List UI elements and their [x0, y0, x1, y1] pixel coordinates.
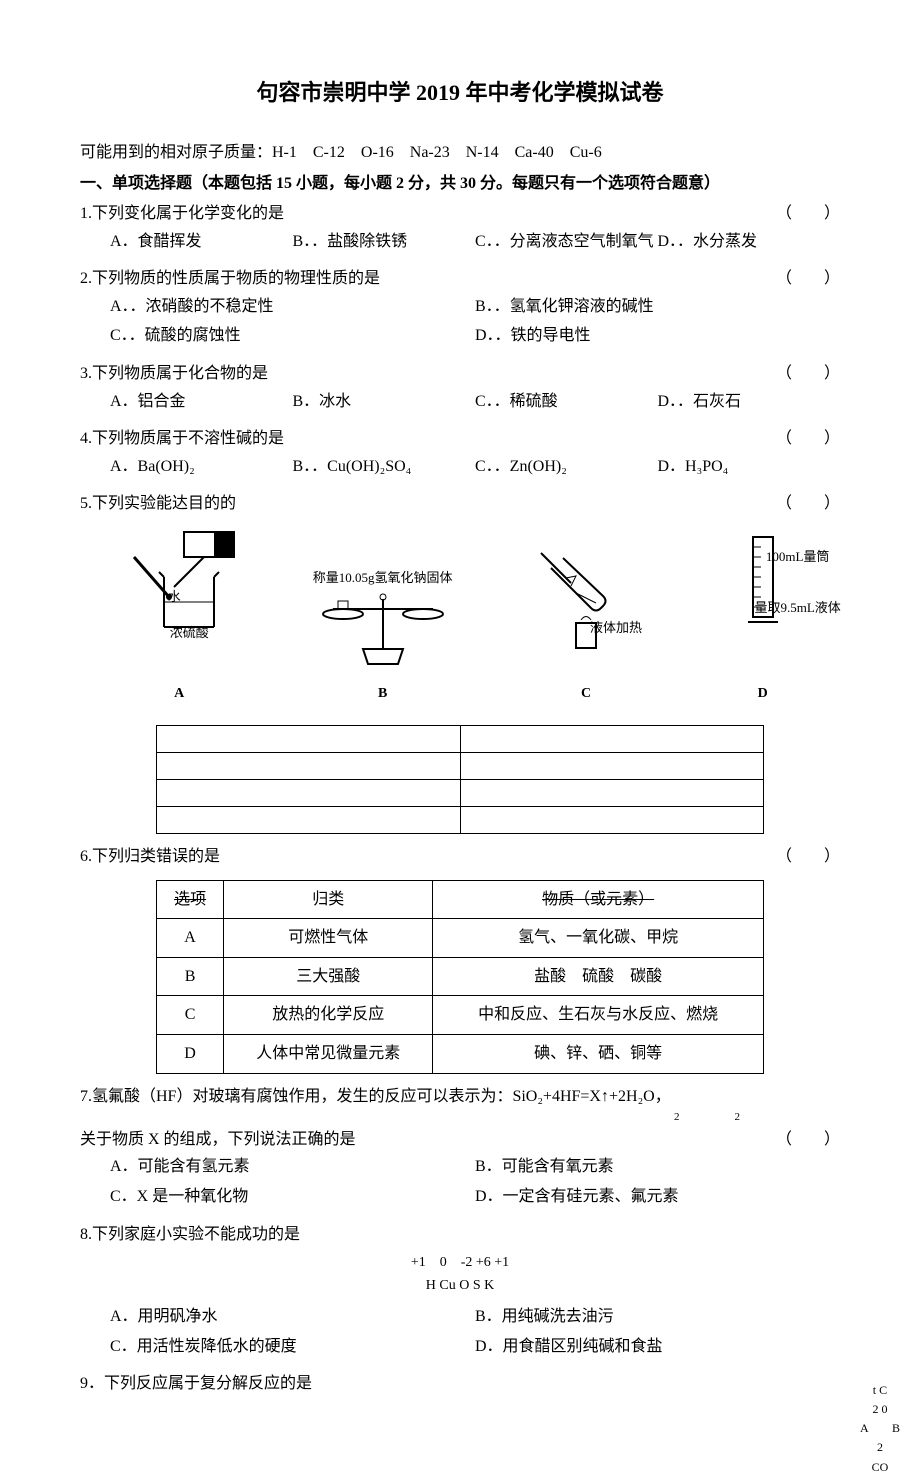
q5-label-c: C [521, 683, 651, 705]
q5-figure-d: 100mL量筒 量取9.5mL液体 D [719, 527, 805, 705]
exam-title: 句容市崇明中学 2019 年中考化学模拟试卷 [80, 75, 840, 110]
q7-opt-b: B．可能含有氧元素 [475, 1152, 840, 1182]
q2-opt-c: C．．硫酸的腐蚀性 [110, 321, 475, 351]
q3-text: 3.下列物质属于化合物的是 [80, 361, 268, 387]
answer-paren: （ ） [776, 844, 840, 870]
q2-opt-a: A．．浓硝酸的不稳定性 [110, 292, 475, 322]
table-row: D 人体中常见微量元素 碘、锌、硒、铜等 [157, 1035, 764, 1074]
q6-r0-c1: 可燃性气体 [224, 919, 433, 958]
q6-r2-c1: 放热的化学反应 [224, 996, 433, 1035]
table-row: B 三大强酸 盐酸 硫酸 碳酸 [157, 957, 764, 996]
table-row: A 可燃性气体 氢气、一氧化碳、甲烷 [157, 919, 764, 958]
q8-opt-b: B．用纯碱洗去油污 [475, 1302, 840, 1332]
q4-opt-a: A．Ba(OH)₂ [110, 452, 293, 482]
question-9: 9．下列反应属于复分解反应的是 t C 2 0 A B 2 CO [80, 1371, 840, 1397]
atomic-mass-info: 可能用到的相对原子质量：H-1 C-12 O-16 Na-23 N-14 Ca-… [80, 140, 840, 166]
q4-opt-c: C．．Zn(OH)₂ [475, 452, 658, 482]
q1-text: 1.下列变化属于化学变化的是 [80, 201, 284, 227]
q3-opt-a: A．铝合金 [110, 387, 293, 417]
q5-text: 5.下列实验能达目的的 [80, 491, 236, 517]
q1-opt-c: C．．分离液态空气制氧气 [475, 227, 658, 257]
q6-r0-c0: A [157, 919, 224, 958]
q5-label-d: D [719, 683, 805, 705]
q5-b-label-text: 称量10.05g氢氧化钠固体 [313, 568, 453, 589]
empty-table [156, 725, 764, 834]
q2-opt-d: D．．铁的导电性 [475, 321, 840, 351]
question-7: 7.氢氟酸（HF）对玻璃有腐蚀作用，发生的反应可以表示为：SiO₂+4HF=X↑… [80, 1084, 840, 1212]
q3-opt-b: B．冰水 [293, 387, 476, 417]
q5-d-label-1: 100mL量筒 [754, 547, 840, 568]
q8-formula: +1 0 -2 +6 +1 H Cu O S K [80, 1252, 840, 1297]
q5-figure-b: 称量10.05g氢氧化钠固体 B [313, 568, 453, 705]
q8-text: 8.下列家庭小实验不能成功的是 [80, 1222, 840, 1248]
question-8: 8.下列家庭小实验不能成功的是 +1 0 -2 +6 +1 H Cu O S K… [80, 1222, 840, 1362]
q6-th-1: 归类 [224, 880, 433, 919]
q5-label-a: A [114, 683, 244, 705]
q8-opt-a: A．用明矾净水 [110, 1302, 475, 1332]
q5-a-water-label: 水 [109, 587, 239, 608]
q6-table: 选项 归类 物质（或元素） A 可燃性气体 氢气、一氧化碳、甲烷 B 三大强酸 … [156, 880, 764, 1074]
table-row: C 放热的化学反应 中和反应、生石灰与水反应、燃烧 [157, 996, 764, 1035]
q5-figure-c: 液体加热 C [521, 548, 651, 705]
question-1: 1.下列变化属于化学变化的是 （ ） A．食醋挥发 B．．盐酸除铁锈 C．．分离… [80, 201, 840, 256]
question-6: 6.下列归类错误的是 （ ） 选项 归类 物质（或元素） A 可燃性气体 氢气、… [80, 844, 840, 1074]
q2-opt-b: B．．氢氧化钾溶液的碱性 [475, 292, 840, 322]
q6-r1-c0: B [157, 957, 224, 996]
q6-th-2: 物质（或元素） [433, 880, 764, 919]
q7-text2: 关于物质 X 的组成，下列说法正确的是 [80, 1127, 356, 1153]
q6-th-0: 选项 [157, 880, 224, 919]
answer-paren: （ ） [776, 266, 840, 292]
q7-opt-c: C．X 是一种氧化物 [110, 1182, 475, 1212]
q5-a-label-text: 浓硫酸 [124, 623, 254, 644]
q6-r1-c1: 三大强酸 [224, 957, 433, 996]
q4-opt-d: D．H₃PO₄ [658, 452, 841, 482]
answer-paren: （ ） [776, 361, 840, 387]
q5-c-label-text: 液体加热 [551, 618, 681, 639]
q4-opt-b: B．．Cu(OH)₂SO₄ [293, 452, 476, 482]
q7-text: 7.氢氟酸（HF）对玻璃有腐蚀作用，发生的反应可以表示为：SiO₂+4HF=X↑… [80, 1084, 840, 1110]
q6-r3-c1: 人体中常见微量元素 [224, 1035, 433, 1074]
q5-figure-a: 水 浓硫酸 A [114, 527, 244, 705]
answer-paren: （ ） [776, 426, 840, 452]
q7-opt-a: A．可能含有氢元素 [110, 1152, 475, 1182]
q5-label-b: B [313, 683, 453, 705]
q1-opt-a: A．食醋挥发 [110, 227, 293, 257]
q6-r2-c0: C [157, 996, 224, 1035]
q6-r3-c2: 碘、锌、硒、铜等 [433, 1035, 764, 1074]
q4-text: 4.下列物质属于不溶性碱的是 [80, 426, 284, 452]
q8-opt-c: C．用活性炭降低水的硬度 [110, 1332, 475, 1362]
q2-text: 2.下列物质的性质属于物质的物理性质的是 [80, 266, 380, 292]
q8-opt-d: D．用食醋区别纯碱和食盐 [475, 1332, 840, 1362]
q3-opt-c: C．．稀硫酸 [475, 387, 658, 417]
q6-r3-c0: D [157, 1035, 224, 1074]
answer-paren: （ ） [776, 201, 840, 227]
answer-paren: （ ） [776, 491, 840, 517]
q7-opt-d: D．一定含有硅元素、氟元素 [475, 1182, 840, 1212]
q3-opt-d: D．．石灰石 [658, 387, 841, 417]
question-4: 4.下列物质属于不溶性碱的是 （ ） A．Ba(OH)₂ B．．Cu(OH)₂S… [80, 426, 840, 481]
section-1-heading: 一、单项选择题（本题包括 15 小题，每小题 2 分，共 30 分。每题只有一个… [80, 171, 840, 197]
question-2: 2.下列物质的性质属于物质的物理性质的是 （ ） A．．浓硝酸的不稳定性 B．．… [80, 266, 840, 351]
q7-sub: 2 2 [80, 1109, 840, 1127]
q6-r2-c2: 中和反应、生石灰与水反应、燃烧 [433, 996, 764, 1035]
q6-r0-c2: 氢气、一氧化碳、甲烷 [433, 919, 764, 958]
answer-paren: （ ） [776, 1127, 840, 1153]
q1-opt-d: D．．水分蒸发 [658, 227, 841, 257]
q1-opt-b: B．．盐酸除铁锈 [293, 227, 476, 257]
q6-text: 6.下列归类错误的是 [80, 844, 220, 870]
q9-side-labels: t C 2 0 A B 2 CO [860, 1381, 900, 1477]
q9-text: 9．下列反应属于复分解反应的是 [80, 1371, 840, 1397]
q6-r1-c2: 盐酸 硫酸 碳酸 [433, 957, 764, 996]
question-5: 5.下列实验能达目的的 （ ） 水 浓硫酸 A 称量10.05g氢氧化钠 [80, 491, 840, 705]
question-3: 3.下列物质属于化合物的是 （ ） A．铝合金 B．冰水 C．．稀硫酸 D．．石… [80, 361, 840, 416]
q5-d-label-2: 量取9.5mL液体 [754, 598, 840, 619]
